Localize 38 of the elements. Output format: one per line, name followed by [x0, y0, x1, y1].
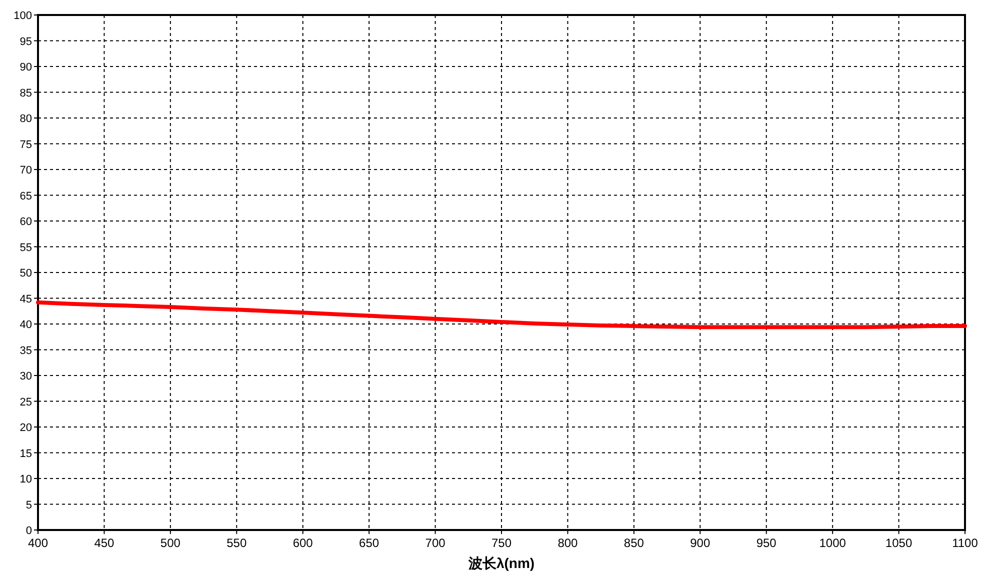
line-series: [36, 300, 967, 330]
y-tick-label: 50: [20, 268, 32, 280]
x-tick-label: 650: [359, 536, 380, 550]
x-tick-label: 550: [226, 536, 247, 550]
x-tick-label: 1100: [952, 536, 978, 550]
y-tick-label: 35: [20, 344, 32, 357]
y-tick-label: 80: [20, 113, 32, 125]
y-tick-label: 5: [26, 499, 32, 512]
x-tick-label: 500: [160, 536, 181, 550]
y-tick-label: 55: [20, 242, 32, 254]
x-tick-label: 950: [756, 536, 777, 550]
x-tick-label: 450: [94, 536, 115, 550]
y-tick-label: 20: [20, 422, 32, 434]
x-tick-label: 400: [28, 536, 48, 550]
y-tick-label: 75: [20, 138, 32, 151]
y-tick-label: 10: [20, 474, 32, 486]
y-tick-label: 85: [20, 87, 32, 100]
x-tick-label: 700: [425, 536, 446, 550]
y-tick-label: 15: [20, 448, 32, 460]
x-axis-title: 波长λ(nm): [467, 555, 535, 571]
y-tick-label: 100: [14, 10, 32, 22]
x-tick-label: 850: [624, 536, 644, 550]
y-tick-label: 60: [20, 216, 32, 228]
y-tick-label: 65: [20, 190, 32, 202]
y-tick-label: 95: [20, 36, 32, 48]
y-tick-label: 90: [20, 62, 32, 74]
x-tick-label: 800: [558, 536, 578, 550]
x-tick-label: 750: [491, 536, 512, 550]
y-tick-label: 30: [20, 370, 32, 382]
x-tick-label: 900: [690, 536, 710, 550]
y-tick-label: 25: [20, 396, 32, 408]
y-tick-label: 0: [26, 525, 32, 537]
x-tick-label: 1050: [885, 536, 912, 550]
x-tick-label: 1000: [819, 536, 846, 550]
y-tick-label: 45: [20, 293, 32, 306]
x-tick-label: 600: [292, 536, 314, 550]
y-tick-label: 40: [20, 319, 32, 331]
y-tick-label: 70: [20, 164, 32, 176]
